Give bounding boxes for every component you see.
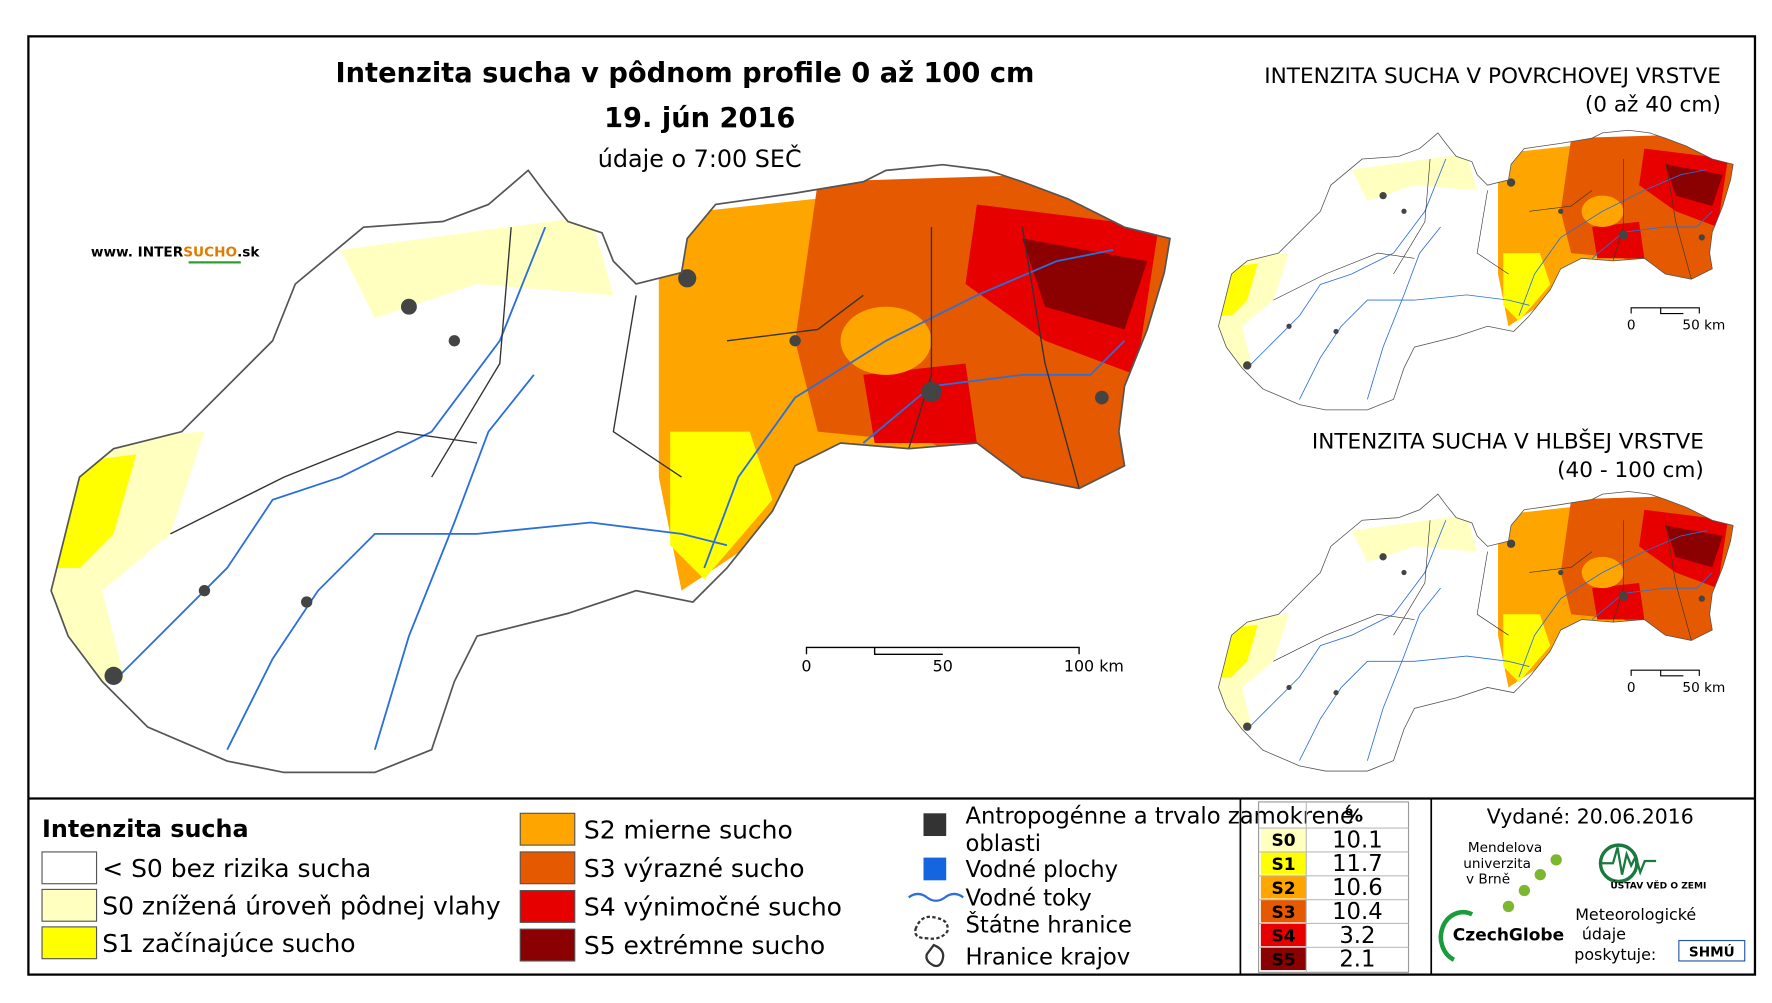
main-scale: 0 50 100 km: [801, 646, 1124, 675]
table-header: %: [1345, 805, 1363, 826]
inset-title: INTENZITA SUCHA V POVRCHOVEJ VRSTVE: [1264, 64, 1721, 89]
issued-date: Vydané: 20.06.2016: [1487, 805, 1694, 829]
legend-swatch: [41, 851, 98, 885]
map-time: údaje o 7:00 SEČ: [598, 145, 802, 173]
legend-title: Intenzita sucha: [42, 815, 249, 843]
symbol-label: Vodné toky: [966, 885, 1092, 911]
website-highlight: SUCHO: [183, 245, 237, 261]
inset-title: INTENZITA SUCHA V HLBŠEJ VRSTVE: [1312, 429, 1704, 455]
logo-text: v Brně: [1466, 872, 1510, 888]
legend-swatch: [519, 812, 576, 846]
table-percent: 10.1: [1332, 827, 1383, 853]
table-percent: 10.6: [1332, 875, 1383, 901]
scale-label: 0: [1627, 680, 1636, 696]
inset-subtitle: (40 - 100 cm): [1557, 458, 1704, 483]
legend-swatch: [519, 928, 576, 962]
legend-label: < S0 bez rizika sucha: [102, 854, 371, 883]
logo-text: Meteorologické: [1575, 905, 1696, 924]
table-percent: 3.2: [1339, 923, 1375, 949]
table-class: S5: [1272, 951, 1296, 971]
legend-label: S1 začínajúce sucho: [102, 929, 355, 958]
table-class-cell: [1260, 947, 1307, 971]
table-class-cell: [1260, 851, 1307, 875]
symbol-legend: Antropogénne a trvalo zamokrené oblasti V…: [908, 804, 1354, 970]
table-class: S3: [1272, 903, 1296, 923]
scale-label: 0: [1627, 317, 1636, 333]
logo-text: Mendelova: [1468, 840, 1542, 856]
table-class: S4: [1272, 927, 1296, 947]
legend-label: S0 znížená úroveň pôdnej vlahy: [102, 891, 501, 920]
table-class-cell: [1260, 828, 1307, 851]
symbol-state-border: [914, 915, 949, 940]
symbol-label: Antropogénne a trvalo zamokrené: [966, 804, 1354, 830]
symbol-urban: [923, 813, 947, 837]
symbol-water: [923, 857, 947, 881]
logo-text: ÚSTAV VĚD O ZEMI: [1610, 879, 1706, 891]
table-class: S2: [1272, 879, 1296, 899]
logo-text: údaje: [1582, 924, 1626, 943]
scale-label: 50: [933, 656, 953, 675]
legend: Intenzita sucha < S0 bez rizika sucha S0 …: [41, 812, 842, 962]
percent-table: % S0 10.1 S1 11.7 S2 10.6 S3 10.4 S4 3.2 S5 2.1: [1258, 801, 1410, 973]
legend-label: S4 výnimočné sucho: [584, 893, 842, 922]
legend-label: S3 výrazné sucho: [584, 854, 805, 883]
logos: Mendelova univerzita v Brně CzechGlobe Ú…: [1438, 840, 1746, 964]
table-frame: [1258, 801, 1410, 973]
table-percent: 10.4: [1332, 899, 1383, 925]
scale-label: 100 km: [1064, 656, 1124, 675]
symbol-river: [908, 892, 964, 902]
inset-subtitle: (0 až 40 cm): [1585, 92, 1721, 117]
website-suffix: .sk: [237, 245, 260, 261]
table-class: S0: [1272, 831, 1296, 851]
table-class-cell: [1260, 875, 1307, 899]
legend-swatch: [41, 926, 98, 960]
table-class-cell: [1260, 899, 1307, 923]
scale-label: 50 km: [1682, 317, 1725, 333]
table-percent: 2.1: [1339, 947, 1375, 973]
table-percent: 11.7: [1332, 851, 1383, 877]
symbol-label: Hranice krajov: [966, 944, 1131, 970]
table-class-cell: [1260, 923, 1307, 947]
shmu-logo: [1678, 939, 1746, 962]
symbol-region-border: [925, 943, 945, 968]
scale-label: 50 km: [1682, 680, 1725, 696]
symbol-label: Vodné plochy: [966, 857, 1119, 883]
website: www. INTERSUCHO.sk: [91, 245, 261, 261]
legend-label: S5 extrémne sucho: [584, 931, 825, 960]
legend-swatch: [41, 888, 98, 922]
logo-text: CzechGlobe: [1453, 926, 1564, 946]
symbol-label: Antropogénne a trvalo zamokrené oblasti: [966, 804, 1354, 857]
logo-text: SHMÚ: [1689, 942, 1735, 960]
map-title: Intenzita sucha v pôdnom profile 0 až 10…: [336, 58, 1035, 89]
symbol-label: Štátne hranice: [966, 911, 1132, 939]
table-class: S1: [1272, 855, 1296, 875]
logo-text: poskytuje:: [1574, 945, 1656, 964]
legend-label: S2 mierne sucho: [584, 815, 793, 844]
logo-text: univerzita: [1463, 856, 1531, 872]
legend-swatch: [519, 889, 576, 923]
symbol-label-cont: oblasti: [966, 831, 1042, 857]
website-prefix: www. INTER: [91, 245, 184, 261]
scale-label: 0: [801, 656, 811, 675]
legend-swatch: [519, 851, 576, 885]
map-date: 19. jún 2016: [604, 103, 795, 134]
